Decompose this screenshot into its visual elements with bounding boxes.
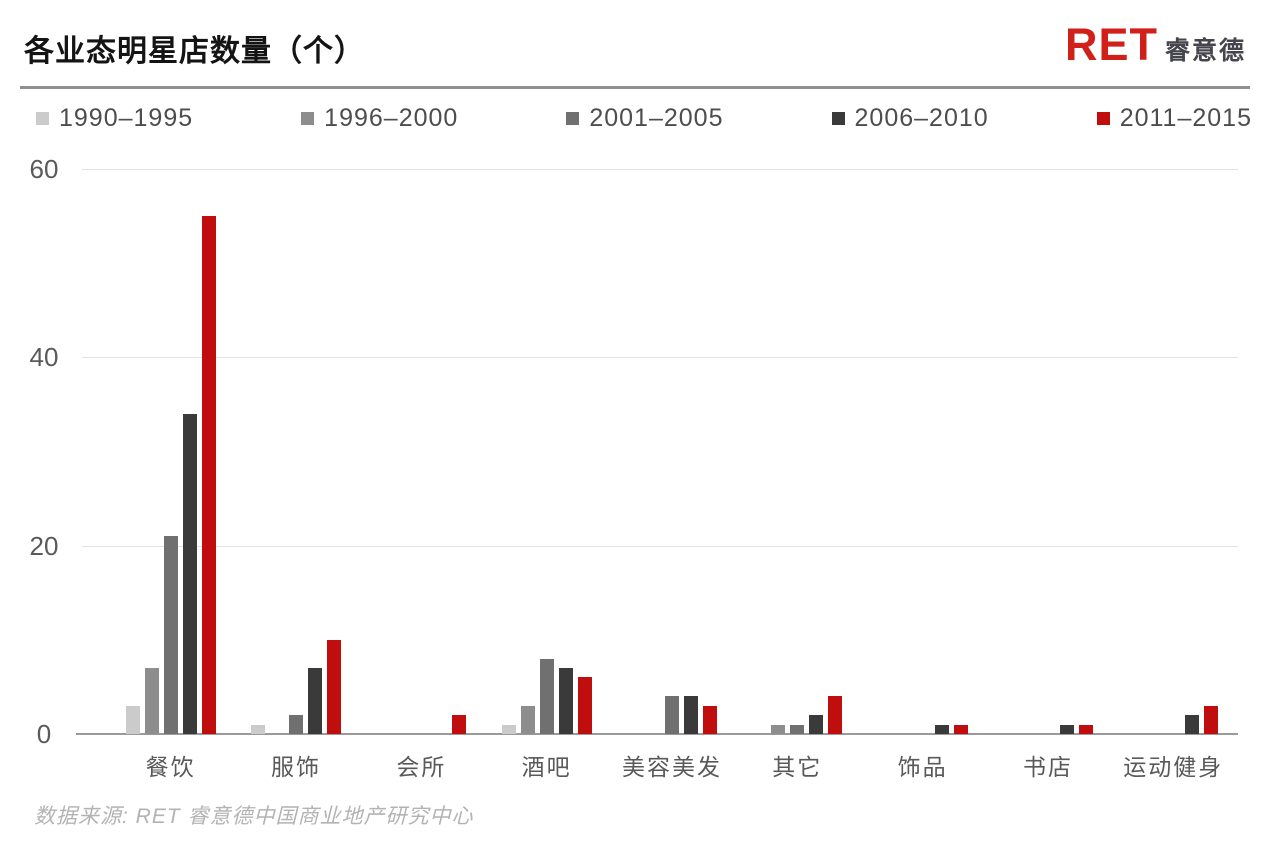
bar-其它-2011–2015 [828,696,843,734]
x-label-酒吧: 酒吧 [521,754,572,780]
legend-item-1996–2000: 1996–2000 [301,104,458,133]
x-axis-line [76,733,1238,735]
bar-酒吧-2006–2010 [558,668,573,734]
bar-cluster-会所 [359,169,484,734]
bar-书店-2011–2015 [1078,725,1093,734]
x-axis-category-labels: 餐饮 服饰 会所 酒吧 美容美发 其它 饰品 书店 运动健身 [108,748,1236,782]
bar-服饰-2011–2015 [326,640,341,734]
bar-餐饮-1996–2000 [144,668,159,734]
bar-cluster-美容美发 [609,169,734,734]
legend-swatch-icon [301,112,315,125]
bar-cluster-餐饮 [108,169,233,734]
bar-cluster-运动健身 [1111,169,1236,734]
title-divider [20,86,1250,89]
x-label-其它: 其它 [772,754,823,780]
bar-书店-2006–2010 [1059,725,1074,734]
bar-美容美发-2001–2005 [664,696,679,734]
legend-swatch-icon [1096,112,1110,125]
bar-cluster-书店 [985,169,1110,734]
bar-其它-1996–2000 [771,725,786,734]
page-title: 各业态明星店数量（个） [24,35,365,68]
chart-legend: 1990–1995 1996–2000 2001–2005 2006–2010 2011… [36,104,1252,133]
bar-餐饮-2006–2010 [182,414,197,734]
bar-cluster-其它 [735,169,860,734]
y-tick-label-20: 20 [29,530,59,561]
legend-label: 1996–2000 [324,104,459,132]
data-source-note: 数据来源: RET 睿意德中国商业地产研究中心 [34,805,474,828]
bar-其它-2001–2005 [790,725,805,734]
legend-swatch-icon [36,112,49,125]
y-tick-label-60: 60 [29,154,59,184]
gridline-20 [82,546,1238,547]
bar-餐饮-2001–2005 [163,536,178,734]
x-label-服饰: 服饰 [270,754,321,780]
bar-饰品-2011–2015 [953,725,968,734]
bar-酒吧-2011–2015 [577,677,592,734]
bar-美容美发-2006–2010 [683,696,698,734]
gridline-60 [82,169,1238,170]
plot-area [76,169,1238,735]
legend-label: 2006–2010 [854,104,989,132]
bar-餐饮-2011–2015 [201,216,216,734]
bar-groups [108,169,1236,734]
y-tick-label-40: 40 [29,342,59,373]
bar-餐饮-1990–1995 [125,706,140,734]
legend-swatch-icon [566,112,580,125]
bar-服饰-2001–2005 [288,715,303,734]
legend-item-1990–1995: 1990–1995 [36,104,193,133]
bar-美容美发-2011–2015 [702,706,717,734]
bar-服饰-1990–1995 [250,725,265,734]
legend-label: 1990–1995 [59,104,194,132]
ret-logo: RET 睿意德 [1065,22,1246,67]
legend-item-2006–2010: 2006–2010 [831,104,989,133]
bar-运动健身-2011–2015 [1204,706,1219,734]
bar-服饰-2006–2010 [307,668,322,734]
gridline-40 [82,357,1238,358]
y-tick-label-0: 0 [36,719,52,749]
legend-label: 2011–2015 [1119,104,1252,132]
x-label-运动健身: 运动健身 [1123,754,1224,780]
y-axis-tick-labels: 60 40 20 0 [20,154,68,749]
bar-酒吧-1996–2000 [520,706,535,734]
x-label-餐饮: 餐饮 [145,754,196,780]
x-label-会所: 会所 [396,754,447,780]
x-label-饰品: 饰品 [897,754,948,780]
x-label-美容美发: 美容美发 [621,754,722,780]
ret-logo-text: RET [1064,19,1158,70]
x-label-书店: 书店 [1022,754,1073,780]
legend-item-2011–2015: 2011–2015 [1096,104,1252,133]
bar-其它-2006–2010 [809,715,824,734]
bar-饰品-2006–2010 [934,725,949,734]
bar-运动健身-2006–2010 [1185,715,1200,734]
bar-会所-2011–2015 [452,715,467,734]
legend-label: 2001–2005 [589,104,724,132]
ret-logo-chinese-text: 睿意德 [1164,37,1246,65]
bar-cluster-酒吧 [484,169,609,734]
bar-cluster-服饰 [233,169,358,734]
legend-item-2001–2005: 2001–2005 [566,104,723,133]
bar-酒吧-2001–2005 [539,659,554,734]
bar-酒吧-1990–1995 [501,725,516,734]
bar-cluster-饰品 [860,169,985,734]
legend-swatch-icon [831,112,845,125]
